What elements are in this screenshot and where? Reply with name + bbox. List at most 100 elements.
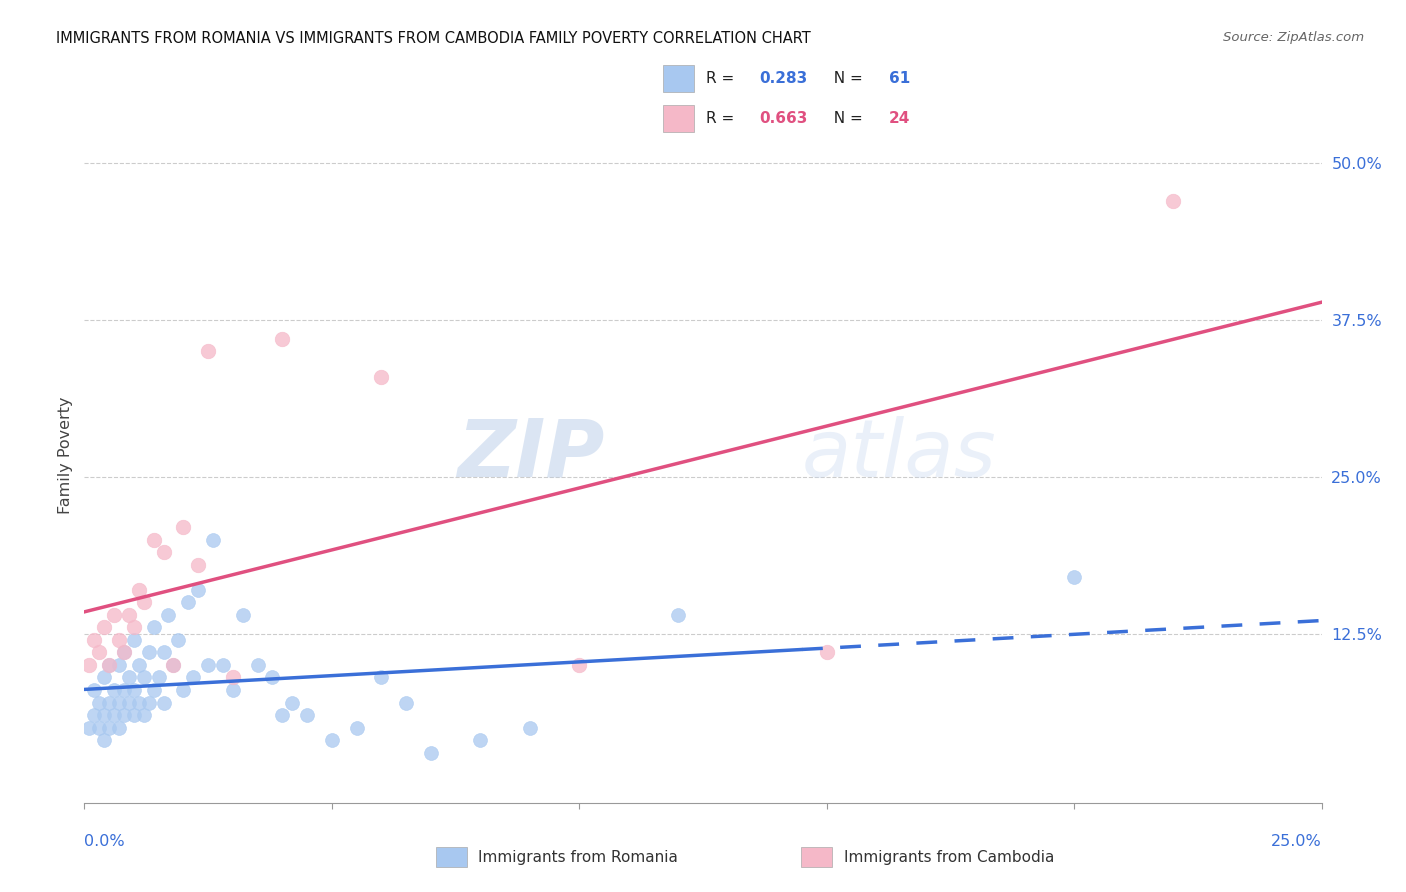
- Point: [470, 733, 492, 747]
- Point: [815, 645, 838, 659]
- Point: [187, 582, 209, 597]
- Point: [222, 670, 245, 684]
- Point: [83, 683, 105, 698]
- Point: [128, 582, 150, 597]
- Point: [108, 696, 131, 710]
- Y-axis label: Family Poverty: Family Poverty: [58, 396, 73, 514]
- Point: [187, 558, 209, 572]
- Point: [108, 632, 131, 647]
- Point: [321, 733, 343, 747]
- Point: [666, 607, 689, 622]
- Point: [152, 545, 174, 559]
- Point: [177, 595, 200, 609]
- Text: IMMIGRANTS FROM ROMANIA VS IMMIGRANTS FROM CAMBODIA FAMILY POVERTY CORRELATION C: IMMIGRANTS FROM ROMANIA VS IMMIGRANTS FR…: [56, 31, 811, 46]
- Point: [83, 632, 105, 647]
- Point: [148, 670, 170, 684]
- Point: [98, 657, 121, 672]
- Point: [142, 533, 165, 547]
- Text: Source: ZipAtlas.com: Source: ZipAtlas.com: [1223, 31, 1364, 45]
- Text: R =: R =: [706, 71, 740, 86]
- Point: [419, 746, 441, 760]
- Point: [128, 696, 150, 710]
- Point: [132, 670, 155, 684]
- Point: [93, 620, 115, 634]
- Point: [271, 332, 294, 346]
- Point: [172, 520, 194, 534]
- Point: [197, 657, 219, 672]
- Point: [93, 670, 115, 684]
- Text: 0.0%: 0.0%: [84, 834, 125, 849]
- Point: [118, 670, 141, 684]
- Text: atlas: atlas: [801, 416, 997, 494]
- Point: [122, 683, 145, 698]
- Point: [370, 369, 392, 384]
- Point: [128, 657, 150, 672]
- Point: [89, 721, 111, 735]
- FancyBboxPatch shape: [664, 105, 695, 132]
- Text: R =: R =: [706, 112, 740, 126]
- Point: [232, 607, 254, 622]
- Point: [118, 696, 141, 710]
- Point: [395, 696, 418, 710]
- Point: [197, 344, 219, 359]
- Text: N =: N =: [824, 71, 868, 86]
- Point: [93, 708, 115, 723]
- Point: [98, 696, 121, 710]
- FancyBboxPatch shape: [664, 65, 695, 92]
- Point: [103, 683, 125, 698]
- Point: [122, 620, 145, 634]
- Text: 0.663: 0.663: [759, 112, 807, 126]
- Point: [79, 657, 101, 672]
- Text: Immigrants from Cambodia: Immigrants from Cambodia: [844, 850, 1054, 864]
- Point: [122, 708, 145, 723]
- Point: [370, 670, 392, 684]
- Point: [132, 708, 155, 723]
- Point: [89, 645, 111, 659]
- Point: [271, 708, 294, 723]
- Point: [568, 657, 591, 672]
- Point: [167, 632, 190, 647]
- Point: [152, 645, 174, 659]
- Point: [98, 657, 121, 672]
- Point: [519, 721, 541, 735]
- Point: [262, 670, 284, 684]
- Point: [212, 657, 235, 672]
- Point: [108, 657, 131, 672]
- Point: [122, 632, 145, 647]
- Point: [222, 683, 245, 698]
- Point: [281, 696, 304, 710]
- Text: 61: 61: [889, 71, 910, 86]
- Point: [138, 645, 160, 659]
- Point: [202, 533, 225, 547]
- Point: [346, 721, 368, 735]
- Point: [103, 607, 125, 622]
- Point: [162, 657, 184, 672]
- Point: [118, 607, 141, 622]
- Point: [1161, 194, 1184, 208]
- Point: [112, 645, 135, 659]
- Point: [103, 708, 125, 723]
- Point: [1063, 570, 1085, 584]
- Point: [142, 683, 165, 698]
- Text: 25.0%: 25.0%: [1271, 834, 1322, 849]
- Point: [246, 657, 269, 672]
- Point: [138, 696, 160, 710]
- Point: [152, 696, 174, 710]
- Text: ZIP: ZIP: [457, 416, 605, 494]
- Point: [93, 733, 115, 747]
- Point: [142, 620, 165, 634]
- Point: [112, 708, 135, 723]
- Point: [162, 657, 184, 672]
- Point: [112, 645, 135, 659]
- Point: [295, 708, 318, 723]
- Point: [132, 595, 155, 609]
- Point: [157, 607, 180, 622]
- Text: 0.283: 0.283: [759, 71, 807, 86]
- Point: [89, 696, 111, 710]
- Point: [83, 708, 105, 723]
- Point: [98, 721, 121, 735]
- Point: [108, 721, 131, 735]
- Point: [112, 683, 135, 698]
- Text: N =: N =: [824, 112, 868, 126]
- Point: [181, 670, 204, 684]
